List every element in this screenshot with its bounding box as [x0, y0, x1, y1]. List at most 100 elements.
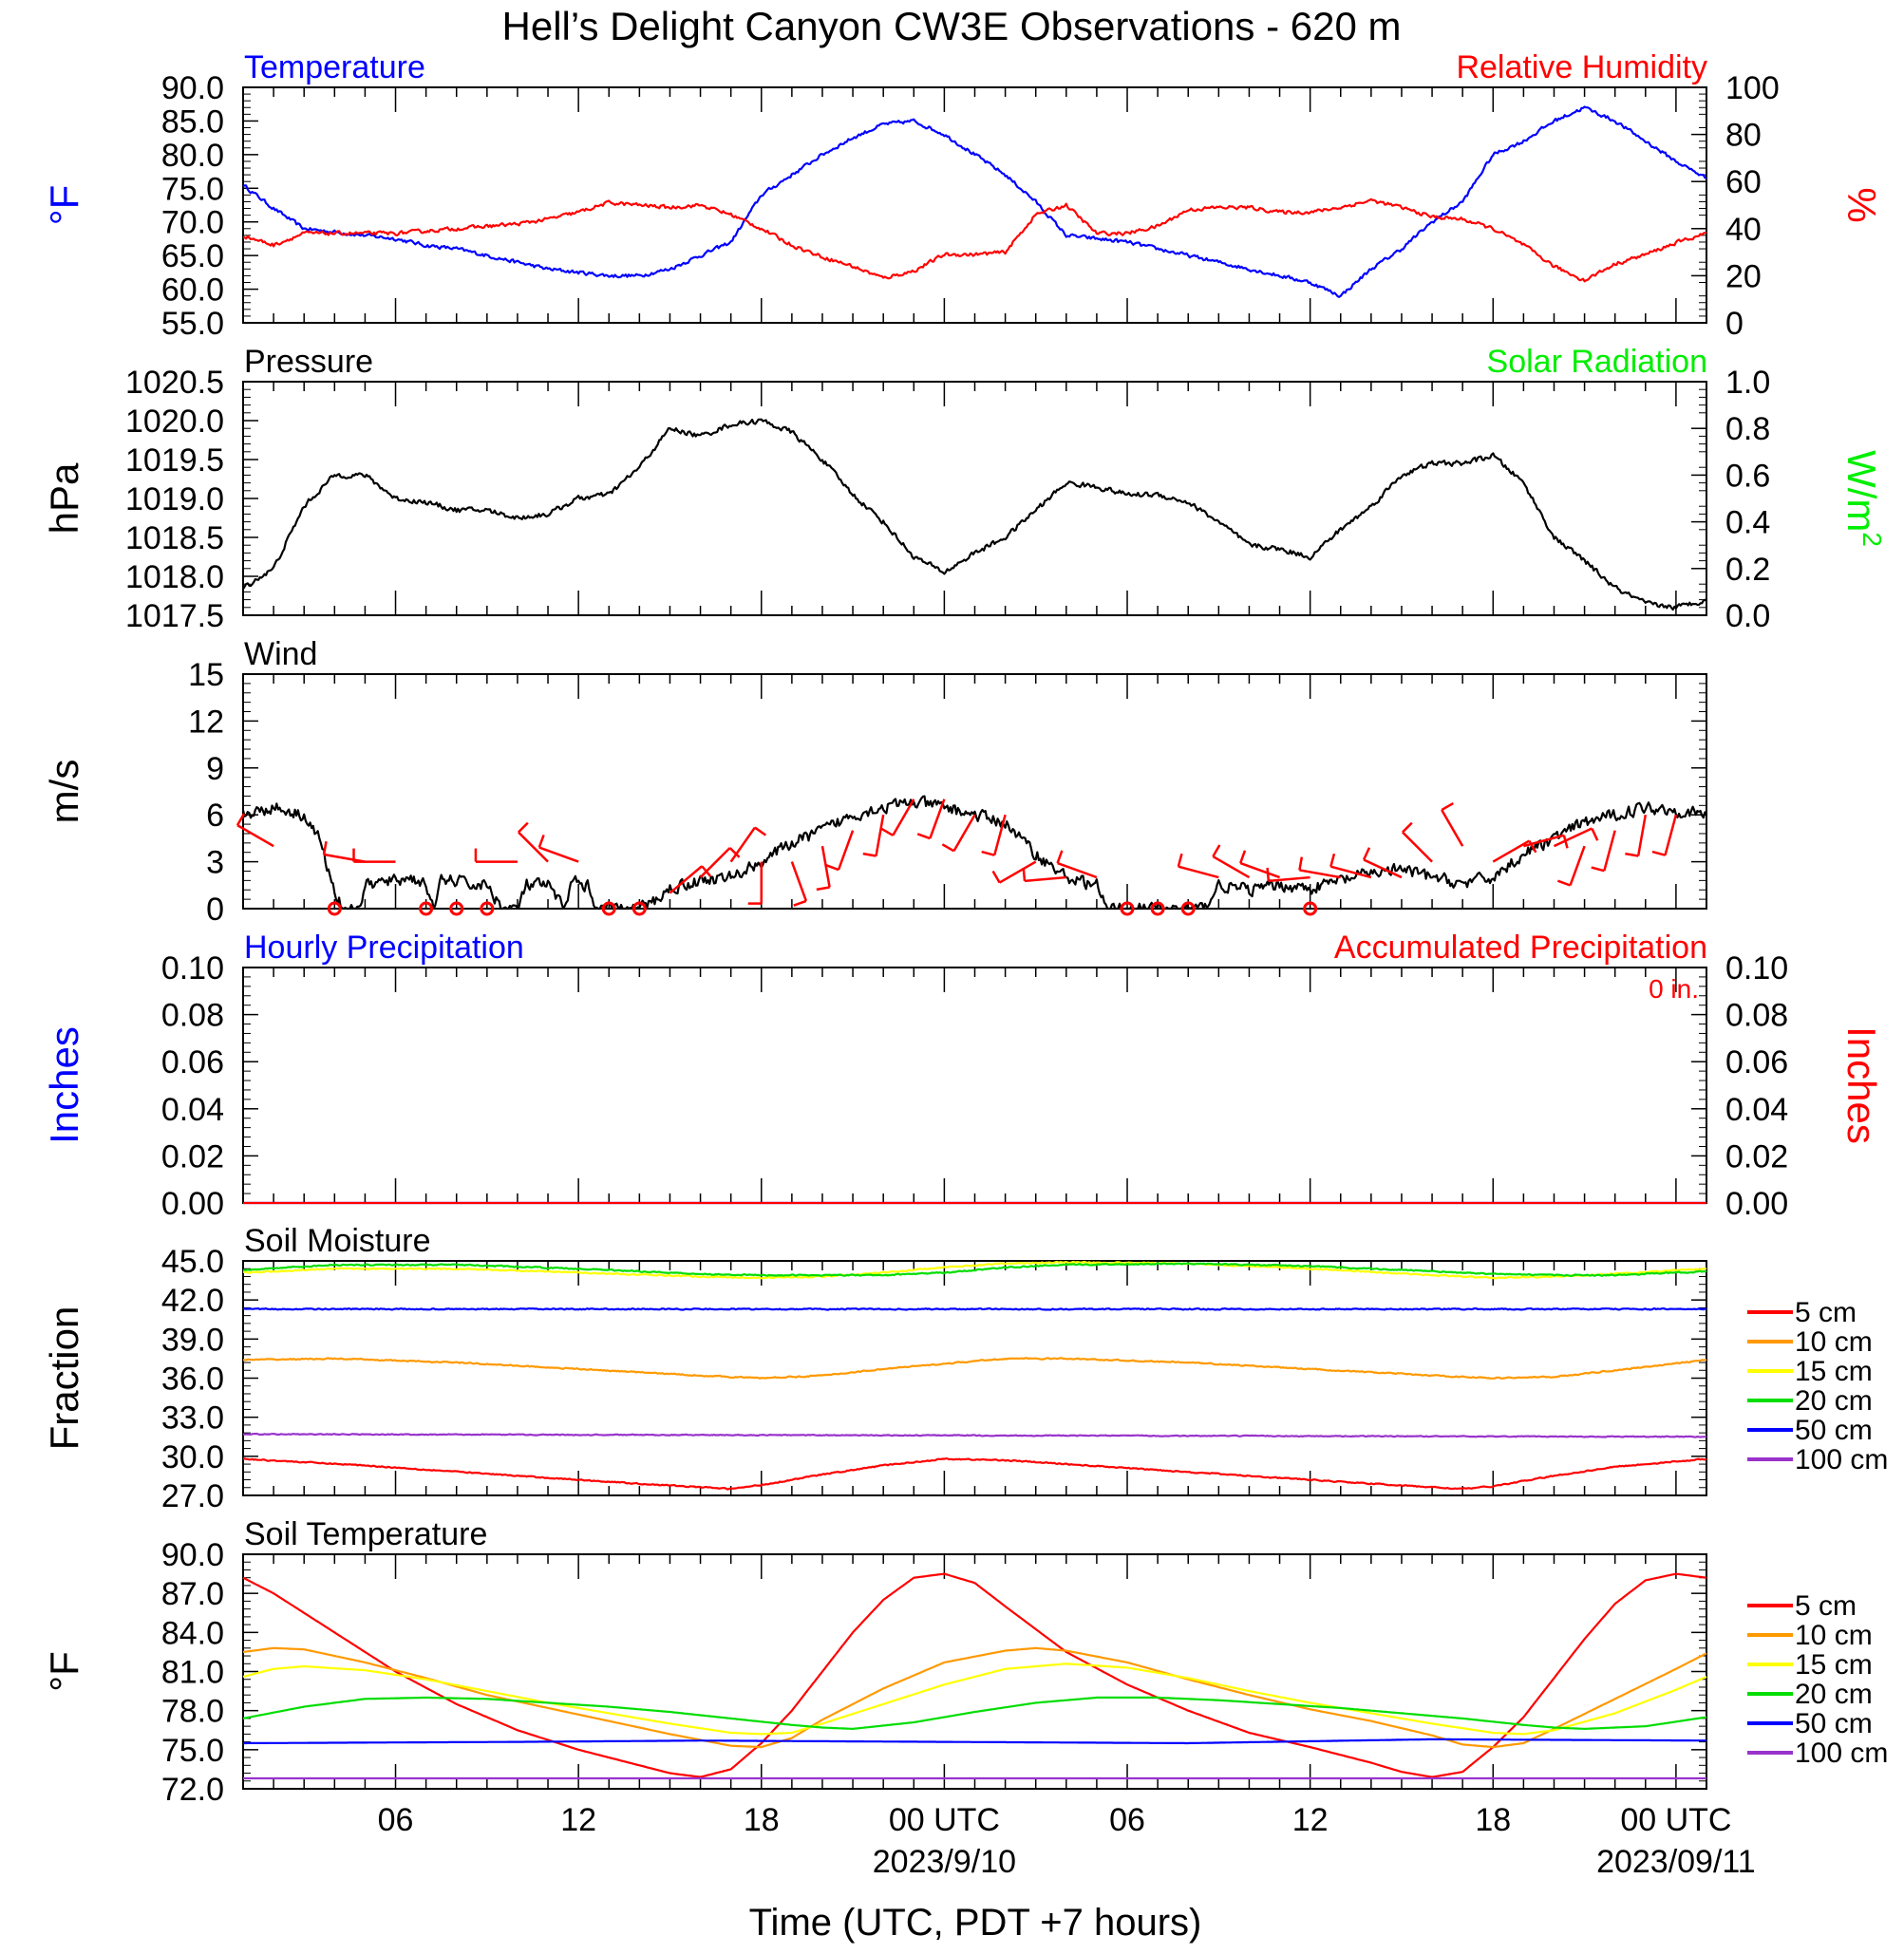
y-tick-label-right: 0.2: [1725, 552, 1770, 588]
y-tick-label-right: 0.06: [1725, 1044, 1788, 1080]
legend-label: 15 cm: [1795, 1356, 1873, 1387]
y-tick-label-left: 27.0: [161, 1478, 224, 1514]
wind-barb-flag: [322, 840, 328, 855]
y-tick-label-left: 1018.0: [125, 559, 224, 595]
wind-barb: [1441, 809, 1464, 847]
legend-label: 50 cm: [1795, 1708, 1873, 1739]
calm-wind-marker: [449, 901, 464, 916]
series-line-10-cm: [242, 1646, 1707, 1749]
wind-barb: [1553, 827, 1593, 848]
calm-wind-marker: [480, 901, 495, 916]
calm-wind-marker: [1180, 901, 1196, 916]
y-tick-label-right: 0.00: [1725, 1186, 1788, 1222]
y-tick-label-right: 80: [1725, 118, 1762, 154]
y-tick-label-left: 1020.5: [125, 365, 224, 401]
legend-label: 20 cm: [1795, 1385, 1873, 1417]
y-tick-label-right: 1.0: [1725, 365, 1770, 401]
wind-barb-flag: [236, 813, 246, 826]
y-tick-label-left: 0.06: [161, 1044, 224, 1080]
wind-barb: [1178, 865, 1219, 879]
y-tick-label-right: 20: [1725, 258, 1762, 294]
wind-barb: [952, 814, 976, 852]
legend-label: 5 cm: [1795, 1590, 1857, 1622]
series-line-temp-rh-0: [242, 105, 1707, 298]
y-axis-label-left: Inches: [42, 1026, 86, 1144]
y-tick-label-left: 75.0: [161, 1733, 224, 1769]
calm-wind-marker: [1303, 901, 1318, 916]
y-tick-label-right: 0.8: [1725, 411, 1770, 447]
y-tick-label-left: 0.10: [161, 950, 224, 986]
y-tick-label-right: 0.6: [1725, 458, 1770, 494]
x-tick-label: 00 UTC: [889, 1802, 1000, 1838]
series-line-100-cm: [243, 1432, 1707, 1438]
y-tick-label-left: 9: [206, 751, 224, 787]
wind-barb-flag: [991, 870, 1001, 884]
y-tick-label-left: 85.0: [161, 103, 224, 140]
y-axis-label-left: hPa: [42, 462, 86, 534]
panel-title-left: Soil Moisture: [244, 1223, 431, 1259]
y-tick-label-right: 0.08: [1725, 998, 1788, 1034]
wind-barb-flag: [537, 834, 545, 848]
y-tick-label-left: 1017.5: [125, 598, 224, 634]
x-date-label: 2023/9/10: [873, 1844, 1016, 1880]
y-tick-label-left: 1018.5: [125, 520, 224, 556]
y-tick-label-left: 3: [206, 845, 224, 881]
y-tick-label-right: 0.4: [1725, 505, 1770, 541]
x-tick-label: 12: [560, 1802, 596, 1838]
panel-temp-rh: 55.060.065.070.075.080.085.090.0 0 20 40 60 8…: [42, 49, 1884, 342]
panel-title-right: Accumulated Precipitation: [1334, 930, 1707, 966]
wind-barb: [892, 799, 915, 836]
panel-frame: [242, 1553, 1707, 1790]
y-axis-label-left: °F: [42, 1651, 86, 1691]
y-tick-label-right: 0.10: [1725, 950, 1788, 986]
wind-barb: [518, 831, 549, 863]
y-tick-label-left: 1020.0: [125, 404, 224, 440]
wind-barb: [729, 826, 756, 863]
y-tick-label-left: 36.0: [161, 1362, 224, 1398]
y-tick-label-left: 84.0: [161, 1615, 224, 1651]
y-tick-label-left: 90.0: [161, 1537, 224, 1573]
wind-barb: [1239, 861, 1280, 879]
wind-barb: [993, 814, 1007, 856]
legend-label: 10 cm: [1795, 1326, 1873, 1358]
wind-barb: [998, 860, 1037, 884]
wind-barb: [236, 824, 274, 848]
y-tick-label-left: 75.0: [161, 171, 224, 207]
wind-barb-flag: [1212, 844, 1221, 857]
time-axis: 06 12 18 00 UTC 06 12 18 00 UTC 2023/9/10 2023/09…: [378, 1802, 1756, 1880]
series-line-15-cm: [242, 1260, 1707, 1280]
y-tick-label-left: 0.08: [161, 998, 224, 1034]
panel-frame: [242, 86, 1707, 324]
calm-wind-marker: [1150, 901, 1165, 916]
series-line-5-cm: [242, 1457, 1707, 1491]
series-line-5-cm: [242, 1572, 1707, 1778]
wind-barb-flag: [862, 852, 877, 857]
panel-title-left: Wind: [244, 636, 317, 672]
x-date-label: 2023/09/11: [1596, 1844, 1756, 1880]
y-tick-label-left: 6: [206, 798, 224, 834]
panel-title-right: Relative Humidity: [1456, 49, 1707, 85]
x-tick-label: 06: [1109, 1802, 1145, 1838]
y-tick-label-left: 0: [206, 892, 224, 928]
wind-barb-flag: [1177, 853, 1183, 868]
wind-barb-flag: [816, 886, 830, 892]
wind-barb: [538, 846, 579, 863]
accumulated-annotation: 0 in.: [1649, 974, 1699, 1004]
wind-barb-flag: [1329, 853, 1336, 868]
wind-barb: [837, 830, 855, 871]
wind-barb-flag: [1298, 856, 1304, 871]
wind-barb-flag: [793, 899, 807, 907]
wind-barb: [1363, 858, 1403, 879]
wind-barb-flag: [1651, 850, 1666, 856]
panel-title-left: Pressure: [244, 344, 373, 380]
y-tick-label-left: 42.0: [161, 1283, 224, 1319]
wind-barb-flag: [916, 833, 931, 840]
calm-wind-marker: [419, 901, 434, 916]
y-tick-label-left: 0.00: [161, 1186, 224, 1222]
wind-barb: [790, 861, 808, 902]
panel-soil-temperature: 72.075.078.081.0 84.087.090.0 Soil Tempera…: [42, 1516, 1888, 1808]
y-tick-label-left: 55.0: [161, 306, 224, 342]
panel-pressure: 1017.51018.01018.51019.01019.51020.01020…: [42, 344, 1887, 634]
